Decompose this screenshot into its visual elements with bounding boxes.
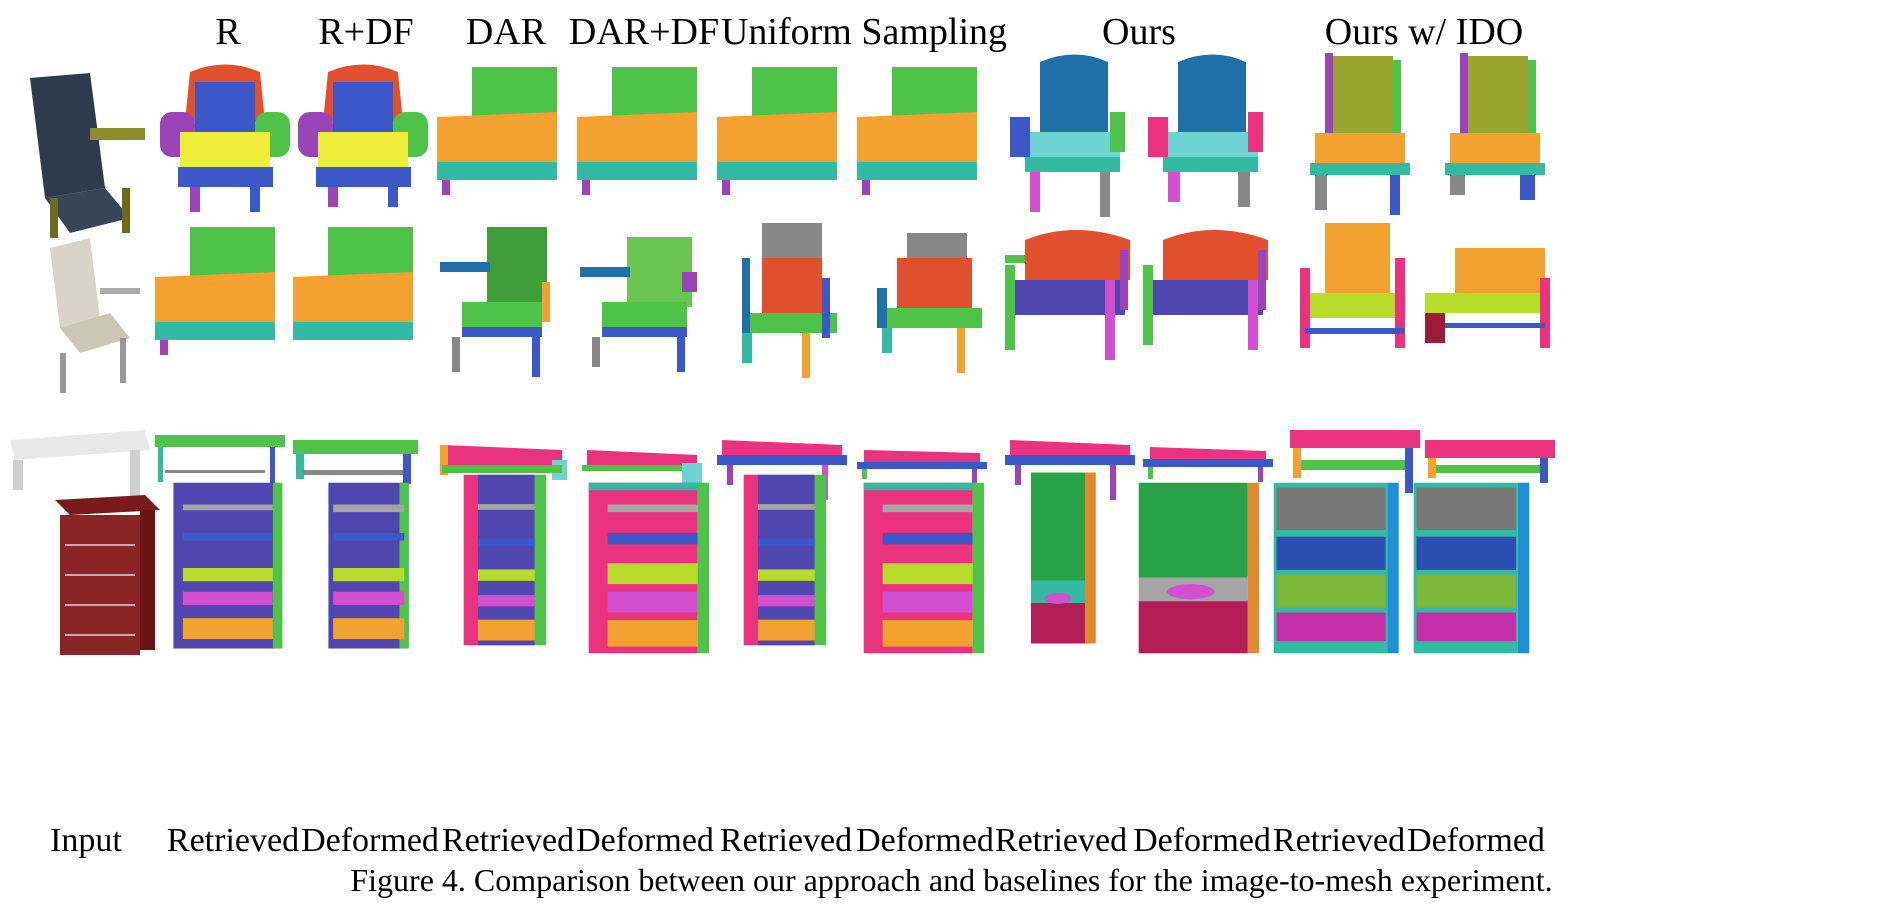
row1-ido-deformed [1420,48,1570,228]
row1-dar-retrieved [432,62,582,242]
row3-ido-retrieved [1285,380,1435,560]
row1-ours-retrieved [1000,52,1150,232]
header-uniform-sampling: Uniform Sampling [720,11,1008,53]
row3-uniform-deformed [852,385,1002,565]
header-r-df: R+DF [318,11,414,53]
row2-input [10,228,160,408]
row3-ido-deformed [1420,380,1570,560]
row1-r-deformed [288,62,438,242]
row4-ido-deformed [1405,478,1555,658]
row2-ido-retrieved [1285,218,1435,398]
label-uniform-retrieved: Retrieved [719,822,853,859]
row1-ido-retrieved [1285,48,1435,228]
row4-ours-deformed [1130,478,1280,658]
row2-ours-retrieved [1000,220,1150,400]
label-ido-retrieved: Retrieved [1272,822,1406,859]
label-dar-deformed: Deformed [576,822,714,859]
row3-ours-deformed [1138,385,1288,565]
label-r-deformed: Deformed [301,822,439,859]
figure-caption: Figure 4. Comparison between our approac… [350,862,1553,898]
label-dar-retrieved: Retrieved [441,822,575,859]
row2-uniform-retrieved [712,218,862,398]
row4-ours-retrieved [1010,468,1160,648]
row4-uniform-deformed [855,478,1005,658]
label-ido-deformed: Deformed [1407,822,1545,859]
row2-dar-retrieved [432,222,582,402]
row4-uniform-retrieved [735,470,885,650]
row1-ours-deformed [1138,52,1288,232]
row3-r-deformed [288,385,438,565]
row4-ido-retrieved [1265,478,1415,658]
header-ours: Ours [1102,11,1176,53]
label-uniform-deformed: Deformed [856,822,994,859]
row4-r-deformed [315,478,465,658]
row3-r-retrieved [150,385,300,565]
row4-input [35,490,185,670]
label-r-retrieved: Retrieved [166,822,300,859]
row1-uniform-retrieved [712,62,862,242]
row2-ido-deformed [1420,218,1570,398]
row1-input [10,68,160,248]
header-dar: DAR [465,11,547,53]
row2-r-deformed [288,222,438,402]
row3-input [5,380,155,560]
row1-uniform-deformed [852,62,1002,242]
row3-ours-retrieved [1000,385,1150,565]
label-ours-deformed: Deformed [1133,822,1271,859]
label-input: Input [50,822,122,859]
row2-r-retrieved [150,222,300,402]
row2-dar-deformed [572,222,722,402]
row4-dar-deformed [580,478,730,658]
header-r: R [215,11,241,53]
row2-uniform-deformed [852,218,1002,398]
row4-dar-retrieved [455,470,605,650]
row1-r-retrieved [150,62,300,242]
row4-r-retrieved [160,478,310,658]
row2-ours-deformed [1138,220,1288,400]
header-dar-df: DAR+DF [568,11,720,53]
label-ours-retrieved: Retrieved [994,822,1128,859]
header-ours-ido: Ours w/ IDO [1324,11,1524,53]
row3-dar-retrieved [432,385,582,565]
row3-dar-deformed [572,385,722,565]
row1-dar-deformed [572,62,722,242]
